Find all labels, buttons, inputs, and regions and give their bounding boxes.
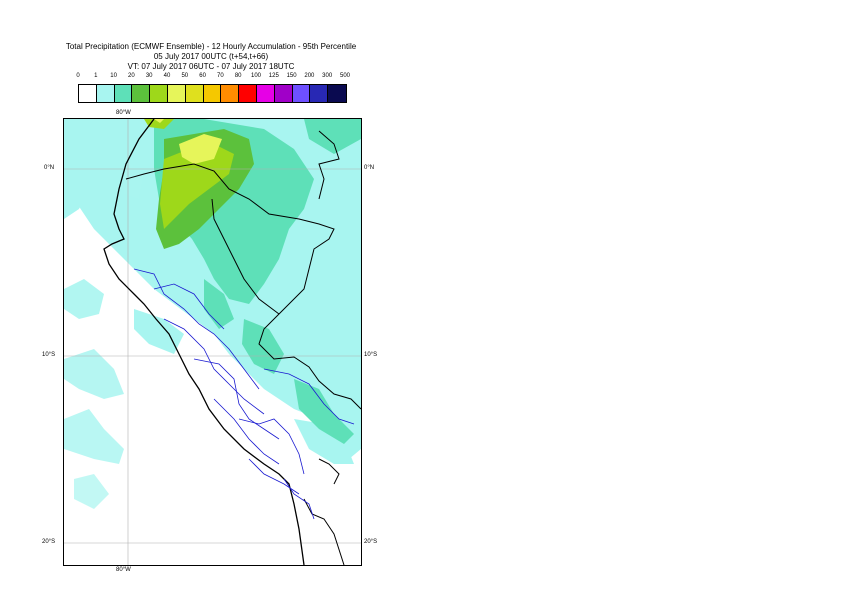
legend-swatch <box>310 85 329 102</box>
legend-tick-label: 70 <box>217 73 224 79</box>
legend-tick-label: 1 <box>94 73 98 79</box>
legend-swatch <box>96 85 115 102</box>
lat-label-20-left: 20°S <box>42 539 56 545</box>
legend-tick-label: 150 <box>286 73 297 79</box>
chart-title: Total Precipitation (ECMWF Ensemble) - 1… <box>0 42 422 72</box>
legend-tick-label: 10 <box>110 73 117 79</box>
legend-tick-label: 20 <box>128 73 135 79</box>
title-line-1: Total Precipitation (ECMWF Ensemble) - 1… <box>65 42 357 51</box>
lon-label-bottom: 80°W <box>116 567 131 573</box>
lon-label-top: 80°W <box>116 110 131 116</box>
lat-label-0-left: 0°N <box>44 165 55 171</box>
legend-swatch <box>167 85 186 102</box>
lat-label-20-right: 20°S <box>364 539 378 545</box>
legend-tick-label: 30 <box>145 73 153 79</box>
legend-tick-label: 100 <box>250 73 262 79</box>
legend-tick-label: 125 <box>268 73 279 79</box>
legend-tick-label: 300 <box>322 73 333 79</box>
title-line-3: VT: 07 July 2017 06UTC - 07 July 2017 18… <box>127 62 295 71</box>
title-line-2: 05 July 2017 00UTC (t+54,t+66) <box>153 52 269 61</box>
legend-tick-label: 60 <box>199 73 206 79</box>
lat-label-10-left: 10°S <box>42 352 56 358</box>
legend-swatch <box>114 85 133 102</box>
legend-tick-label: 40 <box>163 73 171 79</box>
legend-bar <box>78 84 347 103</box>
precip-40-50 <box>154 119 222 164</box>
legend-tick-label: 50 <box>181 73 189 79</box>
precipitation-map <box>63 118 362 566</box>
legend-swatch <box>328 85 346 102</box>
legend-swatch <box>239 85 257 102</box>
coastline <box>103 119 305 565</box>
legend-tick-label: 500 <box>339 73 351 79</box>
lat-label-10-right: 10°S <box>364 352 378 358</box>
legend-swatch <box>256 85 275 102</box>
legend-swatch <box>221 85 240 102</box>
country-borders <box>125 130 361 565</box>
legend-swatch <box>79 85 97 102</box>
legend-tick-label: 0 <box>76 73 80 79</box>
map-svg <box>64 119 361 565</box>
legend-tick-label: 80 <box>234 73 242 79</box>
legend-swatch <box>274 85 293 102</box>
legend-swatch <box>150 85 168 102</box>
region-borders <box>133 268 355 520</box>
legend-swatch <box>185 85 204 102</box>
gridlines <box>64 119 361 565</box>
legend-swatch <box>203 85 222 102</box>
legend-swatch <box>292 85 311 102</box>
legend-swatch <box>132 85 151 102</box>
legend-tick-label: 200 <box>304 73 315 79</box>
lat-label-0-right: 0°N <box>364 165 375 171</box>
